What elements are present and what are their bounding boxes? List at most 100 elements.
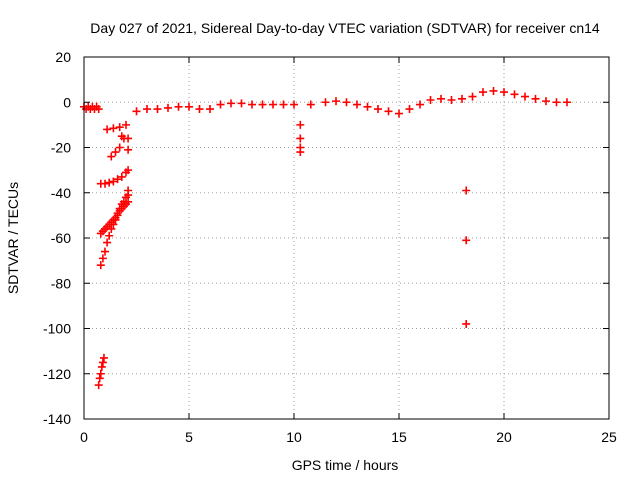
data-point xyxy=(269,100,277,109)
x-tick-label: 5 xyxy=(185,429,193,445)
data-point xyxy=(103,125,112,134)
data-point xyxy=(468,92,477,101)
y-tick-label: -80 xyxy=(51,275,71,291)
data-point xyxy=(531,94,540,103)
data-point xyxy=(489,86,498,95)
data-point xyxy=(105,178,114,187)
data-point xyxy=(552,98,561,107)
data-point xyxy=(122,120,130,129)
y-tick-label: 0 xyxy=(63,94,71,110)
data-point xyxy=(332,97,340,106)
data-point xyxy=(374,105,382,114)
data-point xyxy=(143,105,151,114)
data-point xyxy=(296,120,305,129)
data-point xyxy=(216,100,225,109)
data-point xyxy=(124,166,133,175)
data-point xyxy=(99,353,108,362)
x-tick-label: 15 xyxy=(391,429,407,445)
y-tick-label: -40 xyxy=(51,185,71,201)
data-point xyxy=(113,209,122,218)
data-point xyxy=(521,92,529,101)
x-tick-label: 10 xyxy=(286,429,302,445)
data-point xyxy=(109,177,118,186)
data-point xyxy=(321,98,330,107)
data-point xyxy=(124,145,133,154)
data-point xyxy=(500,88,508,97)
x-tick-label: 20 xyxy=(496,429,512,445)
data-point xyxy=(306,100,315,109)
data-point xyxy=(98,358,107,367)
data-point xyxy=(164,103,172,112)
data-point xyxy=(195,105,204,114)
data-point xyxy=(111,213,120,222)
data-point xyxy=(479,88,487,97)
data-point xyxy=(95,374,104,383)
data-point xyxy=(462,186,471,195)
data-point xyxy=(101,247,109,256)
data-point xyxy=(405,105,414,114)
axis-ticks: 0 5 10 15 20 25 20 0 -20 -40 -60 -80 -100 -120 -140 xyxy=(43,49,617,445)
data-point xyxy=(117,172,126,181)
data-points xyxy=(80,86,571,390)
data-point xyxy=(124,191,133,200)
data-point xyxy=(237,99,246,108)
x-axis-label: GPS time / hours xyxy=(292,457,399,473)
data-point xyxy=(101,179,109,188)
data-point xyxy=(258,100,267,109)
data-point xyxy=(296,148,305,157)
data-point xyxy=(96,261,105,270)
x-tick-label: 0 xyxy=(80,429,88,445)
data-point xyxy=(353,100,361,109)
data-point xyxy=(342,98,351,107)
data-point xyxy=(124,134,133,143)
data-point xyxy=(113,175,122,184)
y-tick-label: -120 xyxy=(43,366,71,382)
y-tick-label: 20 xyxy=(55,49,71,65)
data-point xyxy=(206,105,214,114)
data-point xyxy=(94,105,103,114)
y-axis-label: SDTVAR / TECUs xyxy=(5,182,21,294)
data-point xyxy=(119,197,128,206)
x-tick-label: 25 xyxy=(601,429,617,445)
data-point xyxy=(437,94,445,103)
gridlines xyxy=(84,57,609,419)
data-point xyxy=(227,99,235,108)
data-point xyxy=(542,97,550,106)
data-point xyxy=(115,204,124,213)
plot-frame xyxy=(83,56,610,420)
data-point xyxy=(510,90,519,99)
data-point xyxy=(462,236,471,245)
data-point xyxy=(426,95,435,104)
data-point xyxy=(384,107,393,116)
data-point xyxy=(109,124,118,133)
y-tick-label: -60 xyxy=(51,230,71,246)
data-point xyxy=(153,105,162,114)
data-point xyxy=(103,238,112,247)
data-point xyxy=(395,109,403,118)
data-point xyxy=(296,134,305,143)
data-point xyxy=(447,95,456,104)
data-point xyxy=(290,100,298,109)
data-point xyxy=(174,102,183,111)
y-tick-label: -140 xyxy=(43,411,71,427)
data-point xyxy=(111,148,120,157)
data-point xyxy=(98,254,107,263)
chart-title: Day 027 of 2021, Sidereal Day-to-day VTE… xyxy=(90,20,600,36)
data-point xyxy=(94,381,103,390)
data-point xyxy=(462,319,471,328)
data-point xyxy=(416,100,424,109)
y-tick-label: -20 xyxy=(51,140,71,156)
data-point xyxy=(115,143,124,152)
data-point xyxy=(363,102,372,111)
data-point xyxy=(105,231,114,240)
data-point xyxy=(115,123,124,132)
data-point xyxy=(185,102,193,111)
data-point xyxy=(248,100,256,109)
data-point xyxy=(458,94,466,103)
data-point xyxy=(96,369,105,378)
data-point xyxy=(563,98,571,107)
data-point xyxy=(107,152,116,161)
data-point xyxy=(97,362,106,371)
data-point xyxy=(132,107,141,116)
